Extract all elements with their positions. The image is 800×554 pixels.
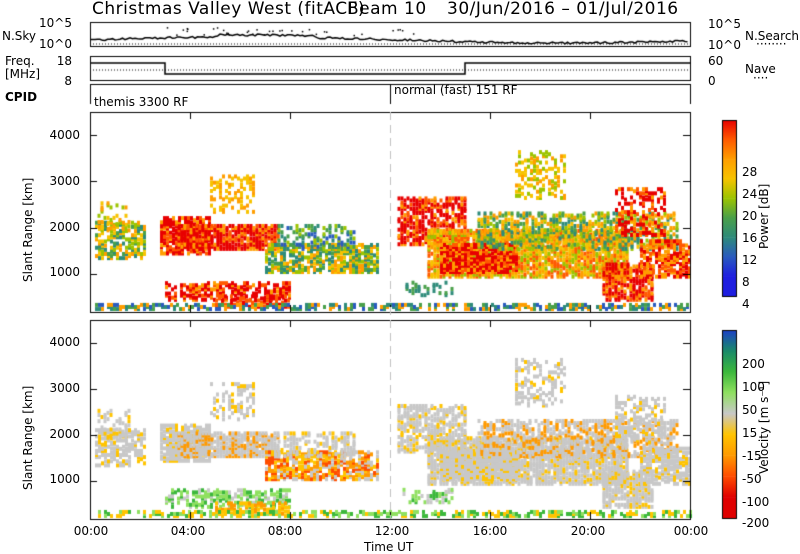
velocity-cbtick-m15: -15	[742, 449, 762, 463]
nsearch-legend: ········	[756, 37, 787, 51]
xtick-0400: 04:00	[170, 524, 206, 538]
power-ylabel: Slant Range [km]	[21, 177, 35, 282]
velocity-cbtick-200: 200	[742, 357, 765, 371]
power-cbtick-4: 4	[742, 297, 750, 311]
xtick-0000-end: 00:00	[673, 524, 709, 538]
power-cbtick-28: 28	[742, 165, 758, 179]
nsky-label: N.Sky	[2, 29, 37, 43]
freq-tick-top: 18	[56, 54, 72, 68]
power-cbtick-12: 12	[742, 253, 758, 267]
velocity-colorbar-label: Velocity [m s⁻¹]	[757, 380, 771, 474]
power-ytick-1000: 1000	[49, 265, 80, 279]
velocity-cbtick-50: 50	[742, 403, 758, 417]
xtick-0000: 00:00	[73, 524, 109, 538]
nsearch-label: N.Search	[745, 29, 800, 43]
nave-label: Nave	[745, 62, 776, 76]
nave-tick-top: 60	[708, 54, 724, 68]
cpid-label: CPID	[5, 90, 38, 104]
xtick-1200: 12:00	[374, 524, 410, 538]
power-cbtick-8: 8	[742, 275, 750, 289]
nsearch-tick-bottom: 10^0	[708, 38, 741, 52]
xtick-2000: 20:00	[570, 524, 606, 538]
velocity-cbtick-15: 15	[742, 426, 758, 440]
power-ytick-4000: 4000	[49, 128, 80, 142]
velocity-ylabel: Slant Range [km]	[21, 385, 35, 490]
power-ytick-2000: 2000	[49, 220, 80, 234]
freq-unit-label: [MHz]	[5, 67, 41, 81]
nave-tick-bottom: 0	[708, 74, 716, 88]
velocity-ytick-1000: 1000	[49, 472, 80, 486]
velocity-cbtick-m200: -200	[742, 516, 770, 530]
velocity-ytick-3000: 3000	[49, 381, 80, 395]
freq-label: Freq.	[5, 54, 35, 68]
velocity-cbtick-m100: -100	[742, 495, 770, 509]
xtick-1600: 16:00	[472, 524, 508, 538]
power-cbtick-24: 24	[742, 187, 758, 201]
nsky-tick-top: 10^5	[39, 16, 72, 30]
velocity-cbtick-m50: -50	[742, 472, 762, 486]
power-cbtick-20: 20	[742, 209, 758, 223]
velocity-ytick-4000: 4000	[49, 335, 80, 349]
nsky-tick-bottom: 10^0	[39, 37, 72, 51]
power-ytick-3000: 3000	[49, 174, 80, 188]
date-range: 30/Jun/2016 – 01/Jul/2016	[447, 0, 679, 19]
cpid-mode-2: normal (fast) 151 RF	[394, 83, 518, 97]
beam-label: Beam 10	[347, 0, 427, 19]
power-colorbar-label: Power [dB]	[757, 183, 771, 249]
velocity-cbtick-100: 100	[742, 380, 765, 394]
nave-legend: ····	[753, 71, 769, 85]
velocity-ytick-2000: 2000	[49, 427, 80, 441]
chart-title: Christmas Valley West (fitACF)	[92, 0, 366, 19]
power-cbtick-16: 16	[742, 231, 758, 245]
freq-tick-bottom: 8	[64, 74, 72, 88]
cpid-mode-1: themis 3300 RF	[94, 95, 189, 109]
xtick-0800: 08:00	[267, 524, 303, 538]
nsearch-tick-top: 10^5	[708, 17, 741, 31]
xaxis-label: Time UT	[364, 540, 414, 554]
